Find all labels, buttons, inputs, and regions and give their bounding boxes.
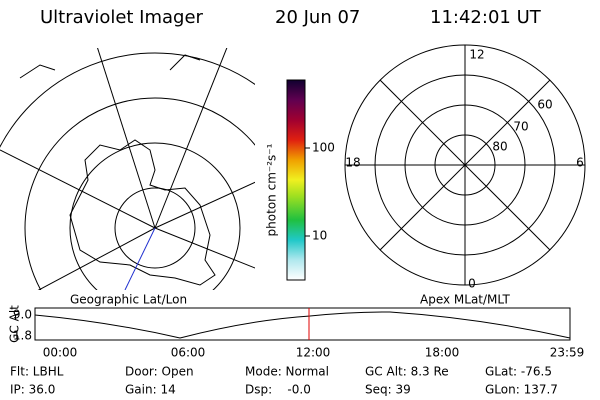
status-field: Mode: Normal (245, 365, 329, 379)
x-tick-label: 06:00 (171, 346, 206, 360)
status-field: Flt: LBHL (10, 365, 64, 379)
status-field: Door: Open (125, 365, 194, 379)
mlt-label: 18 (345, 156, 360, 170)
panel-title: Geographic Lat/Lon (70, 293, 187, 307)
y-tick-label: 1.8 (13, 329, 32, 343)
status-field: GLat: -76.5 (485, 365, 552, 379)
x-tick-label: 18:00 (425, 346, 460, 360)
geo-map (0, 48, 255, 290)
mlt-label: 6 (576, 156, 584, 170)
y-tick-label: 9.0 (13, 308, 32, 322)
instrument: Ultraviolet Imager (40, 7, 204, 28)
status-field: Dsp: -0.0 (245, 383, 311, 397)
axis-label: GC Alt (8, 305, 22, 343)
altitude-curve (34, 311, 571, 339)
status-field: Gain: 14 (125, 383, 176, 397)
mlt-label: 12 (469, 48, 484, 62)
panel-title: Apex MLat/MLT (420, 293, 510, 307)
mlat-label: 60 (537, 98, 552, 112)
polar-grid (344, 44, 586, 286)
colorbar-tick: 10 (312, 229, 327, 243)
status-field: GLon: 137.7 (485, 383, 558, 397)
colorbar-label: photon cm⁻²s⁻¹ (265, 143, 279, 236)
altitude-plot (34, 307, 571, 341)
x-tick-label: 23:59 (550, 346, 585, 360)
mlt-label: 0 (468, 277, 476, 291)
colorbar (286, 79, 306, 281)
date: 20 Jun 07 (275, 7, 360, 28)
status-field: GC Alt: 8.3 Re (365, 365, 449, 379)
x-tick-label: 00:00 (43, 346, 78, 360)
mlat-label: 80 (492, 140, 507, 154)
colorbar-tick: 100 (312, 141, 335, 155)
status-field: IP: 36.0 (10, 383, 55, 397)
mlat-label: 70 (513, 120, 528, 134)
x-tick-label: 12:00 (296, 346, 331, 360)
time: 11:42:01 UT (430, 7, 542, 28)
status-field: Seq: 39 (365, 383, 411, 397)
